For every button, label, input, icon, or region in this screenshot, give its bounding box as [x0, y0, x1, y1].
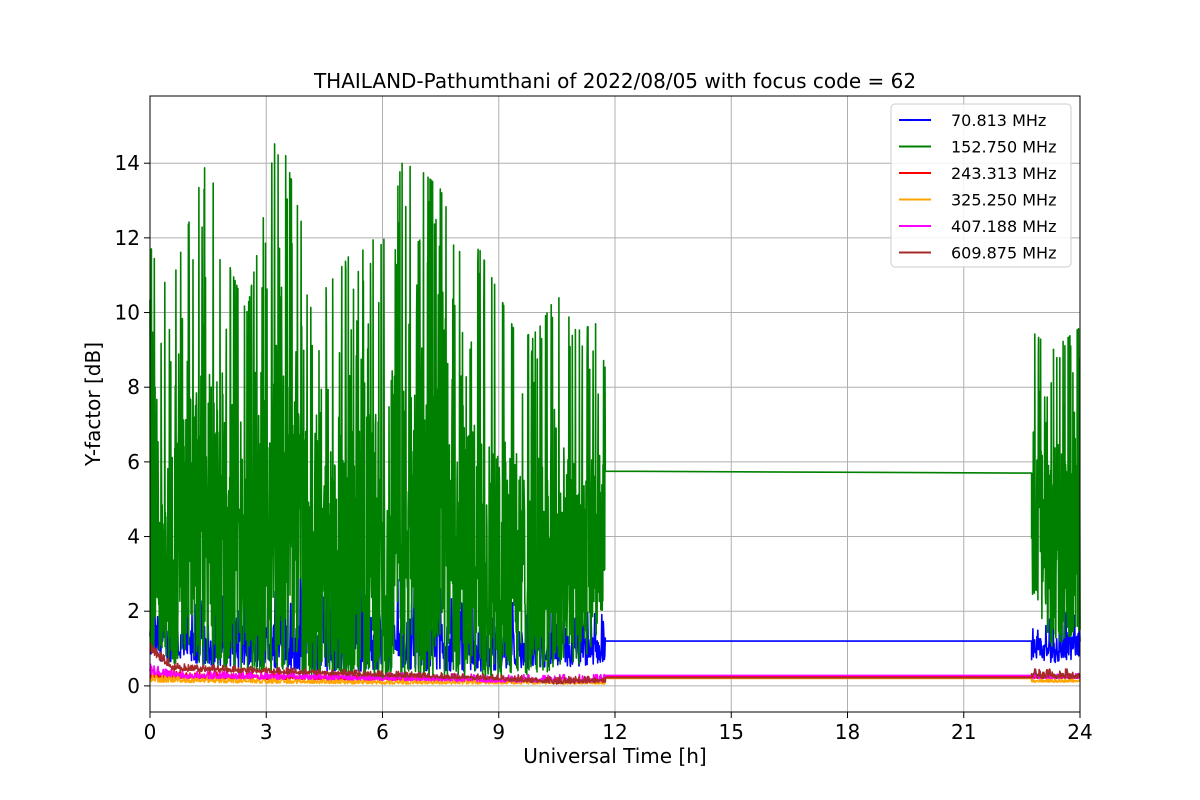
legend-box	[890, 103, 1072, 268]
legend-label: 152.750 MHz	[951, 138, 1056, 157]
y-tick-label: 0	[127, 674, 140, 698]
legend-label: 407.188 MHz	[951, 217, 1056, 236]
x-tick-label: 3	[260, 720, 273, 744]
x-tick-label: 21	[951, 720, 976, 744]
legend-label: 609.875 MHz	[951, 244, 1056, 263]
y-tick-label: 4	[127, 525, 140, 549]
y-tick-label: 6	[127, 450, 140, 474]
x-tick-label: 0	[144, 720, 157, 744]
y-tick-label: 8	[127, 375, 140, 399]
x-tick-label: 6	[376, 720, 389, 744]
y-tick-label: 14	[115, 151, 140, 175]
chart-title: THAILAND-Pathumthani of 2022/08/05 with …	[313, 69, 916, 93]
y-tick-label: 10	[115, 301, 140, 325]
y-tick-label: 12	[115, 226, 140, 250]
y-tick-label: 2	[127, 599, 140, 623]
x-tick-label: 9	[492, 720, 505, 744]
legend-label: 70.813 MHz	[951, 111, 1046, 130]
legend: 70.813 MHz 152.750 MHz 243.313 MHz 325.250 …	[890, 103, 1072, 268]
plot-series	[149, 143, 1081, 685]
x-tick-label: 15	[719, 720, 744, 744]
x-tick-label: 24	[1067, 720, 1092, 744]
axes	[144, 95, 1081, 718]
x-tick-label: 18	[835, 720, 860, 744]
series-line-5	[149, 643, 1081, 685]
series-line-1	[149, 143, 1081, 680]
y-axis-label: Y-factor [dB]	[81, 342, 105, 467]
x-tick-label: 12	[602, 720, 627, 744]
legend-label: 243.313 MHz	[951, 164, 1056, 183]
legend-label: 325.250 MHz	[951, 191, 1056, 210]
x-axis-label: Universal Time [h]	[523, 744, 706, 768]
